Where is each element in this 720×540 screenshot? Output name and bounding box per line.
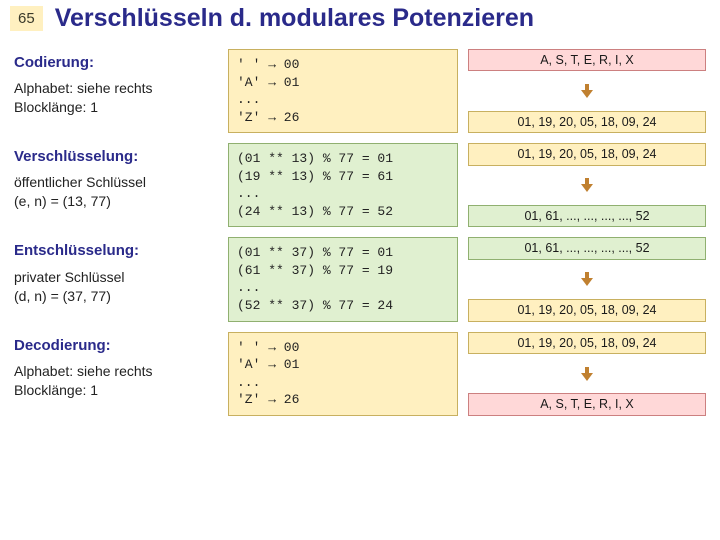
section-row: Verschlüsselung: öffentlicher Schlüssel(e… <box>14 143 706 227</box>
value-pill: 01, 19, 20, 05, 18, 09, 24 <box>468 111 706 133</box>
section-left: Codierung: Alphabet: siehe rechtsBlocklän… <box>14 49 218 133</box>
section-mid-text: (01 ** 13) % 77 = 01 (19 ** 13) % 77 = 6… <box>237 150 449 220</box>
section-mid-box: (01 ** 13) % 77 = 01 (19 ** 13) % 77 = 6… <box>228 143 458 227</box>
section-row: Entschlüsselung: privater Schlüssel(d, n)… <box>14 237 706 321</box>
section-mid-box: ' ' → 00 'A' → 01 ... 'Z' → 26 <box>228 332 458 416</box>
value-pill: A, S, T, E, R, I, X <box>468 393 706 415</box>
section-right: 01, 19, 20, 05, 18, 09, 24 A, S, T, E, R,… <box>468 332 706 416</box>
section-left: Decodierung: Alphabet: siehe rechtsBlockl… <box>14 332 218 416</box>
value-pill: 01, 19, 20, 05, 18, 09, 24 <box>468 143 706 165</box>
section-mid-box: (01 ** 37) % 77 = 01 (61 ** 37) % 77 = 1… <box>228 237 458 321</box>
section-mid-text: (01 ** 37) % 77 = 01 (61 ** 37) % 77 = 1… <box>237 244 449 314</box>
section-body-line: (d, n) = (37, 77) <box>14 287 218 306</box>
section-body-line: Alphabet: siehe rechts <box>14 79 218 98</box>
value-pill: 01, 19, 20, 05, 18, 09, 24 <box>468 299 706 321</box>
section-heading: Codierung: <box>14 53 218 73</box>
section-body-line: (e, n) = (13, 77) <box>14 192 218 211</box>
section-left: Verschlüsselung: öffentlicher Schlüssel(e… <box>14 143 218 227</box>
section-heading: Verschlüsselung: <box>14 147 218 167</box>
slide-content: Codierung:Alphabet: siehe rechtsBlocklän… <box>0 49 720 416</box>
section-body-line: öffentlicher Schlüssel <box>14 173 218 192</box>
section-row: Decodierung: Alphabet: siehe rechtsBlockl… <box>14 332 706 416</box>
arrow-down-icon <box>468 178 706 192</box>
value-pill: A, S, T, E, R, I, X <box>468 49 706 71</box>
section-mid-text: ' ' → 00 'A' → 01 ... 'Z' → 26 <box>237 339 449 409</box>
section-body-line: Blocklänge: 1 <box>14 98 218 117</box>
section-body-line: Alphabet: siehe rechts <box>14 362 218 381</box>
slide-title: Verschlüsseln d. modulares Potenzieren <box>55 4 534 33</box>
section-left: Entschlüsselung: privater Schlüssel(d, n)… <box>14 237 218 321</box>
arrow-down-icon <box>468 272 706 286</box>
section-mid-text: ' ' → 00 'A' → 01 ... 'Z' → 26 <box>237 56 449 126</box>
value-pill: 01, 61, ..., ..., ..., ..., 52 <box>468 205 706 227</box>
arrow-down-icon <box>468 84 706 98</box>
section-row: Codierung: Alphabet: siehe rechtsBlocklän… <box>14 49 706 133</box>
slide-header: 65 Verschlüsseln d. modulares Potenziere… <box>0 0 720 39</box>
arrow-down-icon <box>468 367 706 381</box>
section-mid-box: ' ' → 00 'A' → 01 ... 'Z' → 26 <box>228 49 458 133</box>
section-right: 01, 19, 20, 05, 18, 09, 24 01, 61, ..., .… <box>468 143 706 227</box>
value-pill: 01, 61, ..., ..., ..., ..., 52 <box>468 237 706 259</box>
slide-number-badge: 65 <box>10 6 43 31</box>
section-right: A, S, T, E, R, I, X 01, 19, 20, 05, 18, 0… <box>468 49 706 133</box>
section-heading: Entschlüsselung: <box>14 241 218 261</box>
section-body-line: privater Schlüssel <box>14 268 218 287</box>
section-heading: Decodierung: <box>14 336 218 356</box>
value-pill: 01, 19, 20, 05, 18, 09, 24 <box>468 332 706 354</box>
section-right: 01, 61, ..., ..., ..., ..., 52 01, 19, 20… <box>468 237 706 321</box>
section-body-line: Blocklänge: 1 <box>14 381 218 400</box>
